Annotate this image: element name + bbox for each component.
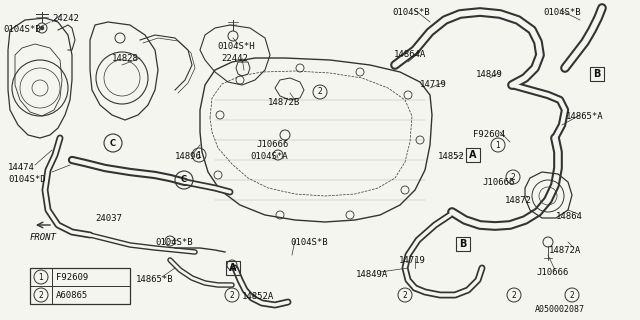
- Text: B: B: [460, 239, 467, 249]
- Text: 14852: 14852: [438, 152, 465, 161]
- Text: J10666: J10666: [256, 140, 288, 149]
- Text: 14849A: 14849A: [356, 270, 388, 279]
- Text: F92604: F92604: [473, 130, 505, 139]
- Text: 14864A: 14864A: [394, 50, 426, 59]
- Text: 0104S*B: 0104S*B: [3, 25, 40, 34]
- Text: 1: 1: [196, 150, 202, 159]
- Bar: [590, 67, 604, 81]
- Circle shape: [40, 26, 44, 30]
- Text: 14872B: 14872B: [268, 98, 300, 107]
- Text: 14872A: 14872A: [549, 246, 581, 255]
- Text: 2: 2: [570, 291, 574, 300]
- Text: A050002087: A050002087: [535, 305, 585, 314]
- Text: 14872: 14872: [505, 196, 532, 205]
- Bar: [30, 268, 130, 304]
- Bar: [456, 237, 470, 251]
- Text: 2: 2: [230, 291, 234, 300]
- Text: FRONT: FRONT: [29, 233, 56, 242]
- Text: 24242: 24242: [52, 14, 79, 23]
- Text: A60865: A60865: [56, 291, 88, 300]
- Text: 0104S*B: 0104S*B: [290, 238, 328, 247]
- Text: C: C: [181, 175, 187, 185]
- Bar: [226, 261, 240, 275]
- Text: F92609: F92609: [56, 273, 88, 282]
- Text: 0104S*D: 0104S*D: [8, 175, 45, 184]
- Text: 2: 2: [403, 291, 408, 300]
- Text: A: A: [229, 263, 237, 273]
- Text: 14864: 14864: [556, 212, 583, 221]
- Text: J10666: J10666: [536, 268, 568, 277]
- Text: J10666: J10666: [482, 178, 515, 187]
- Text: A: A: [469, 150, 477, 160]
- Text: 2: 2: [38, 291, 44, 300]
- Text: 2: 2: [511, 291, 516, 300]
- Text: 14849: 14849: [476, 70, 503, 79]
- Bar: [466, 148, 480, 162]
- Text: 14474: 14474: [8, 163, 35, 172]
- Text: 2: 2: [317, 87, 323, 97]
- Text: 24037: 24037: [95, 214, 122, 223]
- Text: 14719: 14719: [399, 256, 426, 265]
- Text: 14865*A: 14865*A: [566, 112, 604, 121]
- Text: B: B: [593, 69, 601, 79]
- Text: 1: 1: [495, 140, 500, 149]
- Text: 0104S*B: 0104S*B: [392, 8, 429, 17]
- Text: 14719: 14719: [420, 80, 447, 89]
- Text: C: C: [110, 139, 116, 148]
- Text: 14852A: 14852A: [242, 292, 275, 301]
- Text: 14828: 14828: [112, 54, 139, 63]
- Text: 14896: 14896: [175, 152, 202, 161]
- Text: 0104S*H: 0104S*H: [217, 42, 255, 51]
- Text: 0104S*B: 0104S*B: [155, 238, 193, 247]
- Text: 22442: 22442: [221, 54, 248, 63]
- Text: 2: 2: [511, 172, 515, 181]
- Text: 0104S*B: 0104S*B: [543, 8, 580, 17]
- Text: 14865*B: 14865*B: [136, 275, 173, 284]
- Text: 0104S*A: 0104S*A: [250, 152, 287, 161]
- Text: 1: 1: [38, 273, 44, 282]
